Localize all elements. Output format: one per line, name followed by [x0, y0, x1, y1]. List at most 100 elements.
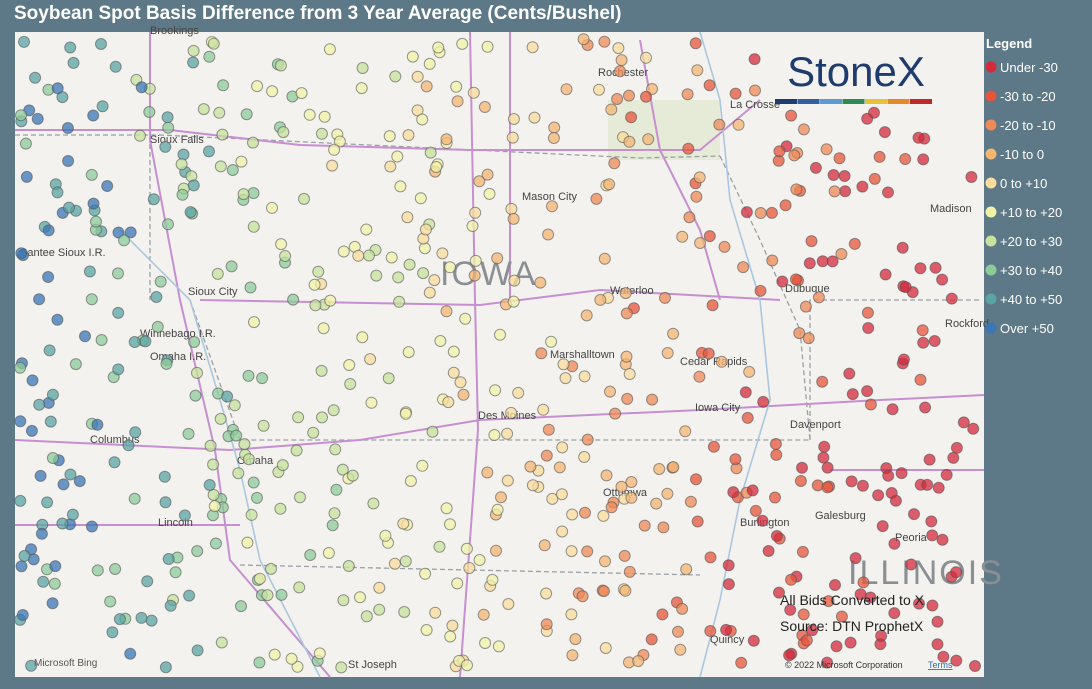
bid-dot [162, 121, 175, 134]
bid-dot [364, 353, 377, 366]
bid-dot [704, 625, 717, 637]
bid-dot [773, 145, 786, 158]
bid-dot [486, 573, 499, 586]
bid-dot [614, 65, 626, 78]
bid-dot [797, 123, 810, 136]
bid-dot [104, 595, 117, 608]
bid-dot [225, 260, 238, 273]
bid-dot [207, 458, 220, 471]
legend-swatch [985, 148, 997, 160]
bid-dot [25, 424, 38, 437]
bid-dot [559, 372, 572, 385]
bid-dot [112, 363, 125, 376]
bid-dot [739, 386, 752, 399]
bid-dot [645, 633, 658, 646]
bid-dot [187, 44, 200, 57]
bid-dot [164, 599, 177, 612]
bid-dot [226, 164, 239, 176]
bid-dot [528, 111, 541, 124]
bid-dot [451, 577, 464, 590]
bid-dot [603, 178, 616, 191]
bid-dot [681, 88, 694, 101]
bid-dot [749, 504, 762, 517]
bid-dot [538, 539, 551, 552]
bid-dot [91, 564, 104, 577]
bid-dot [245, 508, 258, 521]
bid-dot [456, 37, 469, 50]
place-label: Iowa City [695, 402, 741, 414]
bid-dot [406, 50, 419, 63]
bid-dot [856, 479, 869, 492]
bid-dot [402, 346, 415, 359]
bid-dot [430, 161, 443, 173]
bid-dot [822, 595, 835, 608]
logo-stripe [775, 99, 797, 104]
bid-dot [402, 129, 415, 142]
bid-dot [434, 335, 447, 347]
legend-label: Over +50 [1000, 321, 1054, 336]
bid-dot [623, 368, 636, 380]
bid-dot [447, 366, 460, 379]
bid-dot [329, 443, 342, 456]
bid-dot [689, 37, 702, 50]
bid-dot [337, 245, 350, 258]
bid-dot [676, 230, 689, 243]
bid-dot [800, 634, 813, 647]
bid-dot [680, 563, 693, 576]
bid-dot [621, 392, 634, 405]
bid-dot [162, 553, 175, 565]
bid-dot [916, 324, 929, 337]
bid-dot [625, 476, 638, 488]
bid-dot [640, 51, 652, 64]
bid-dot [535, 347, 548, 360]
bid-dot [124, 647, 137, 660]
bid-dot [46, 597, 59, 610]
bid-dot [275, 588, 288, 601]
bid-dot [674, 643, 687, 656]
bid-dot [908, 508, 920, 521]
place-label: St Joseph [348, 659, 397, 671]
legend-swatch [985, 264, 997, 276]
bid-dot [356, 331, 369, 344]
bid-dot [806, 624, 819, 637]
bid-dot [187, 179, 200, 192]
bid-dot [228, 399, 241, 412]
place-label: Sioux Falls [150, 134, 204, 146]
bid-dot [389, 70, 402, 83]
bid-dot [492, 640, 505, 653]
bid-dot [442, 396, 455, 409]
terms-link[interactable]: Terms [928, 660, 953, 670]
legend-label: +40 to +50 [1000, 292, 1062, 307]
bid-dot [360, 223, 373, 236]
bid-dot [707, 440, 720, 453]
legend-title: Legend [986, 36, 1032, 51]
bid-dot [128, 336, 141, 348]
bid-dot [897, 353, 910, 366]
bid-dot [419, 223, 432, 236]
bid-dot [87, 109, 100, 122]
bid-dot [204, 439, 217, 452]
bid-dot [612, 42, 625, 55]
bid-dot [766, 254, 779, 267]
bid-dot [799, 300, 812, 313]
bid-dot [85, 293, 98, 306]
bid-dot [303, 108, 316, 121]
legend-swatch [985, 206, 997, 218]
bid-dot [109, 60, 122, 73]
bid-dot [896, 241, 909, 254]
bid-dot [85, 520, 98, 533]
bid-dot [540, 587, 553, 600]
bid-dot [57, 478, 70, 491]
bid-dot [451, 95, 464, 108]
bid-dot [466, 220, 479, 232]
bid-dot [821, 481, 834, 494]
bid-dot [118, 234, 130, 247]
bid-dot [932, 481, 945, 494]
bid-dot [569, 633, 582, 646]
bid-dot [729, 453, 742, 466]
bid-dot [478, 101, 491, 113]
bid-dot [576, 590, 589, 603]
bid-dot [542, 423, 555, 436]
legend-label: Under -30 [1000, 60, 1058, 75]
bid-dot [722, 578, 735, 591]
